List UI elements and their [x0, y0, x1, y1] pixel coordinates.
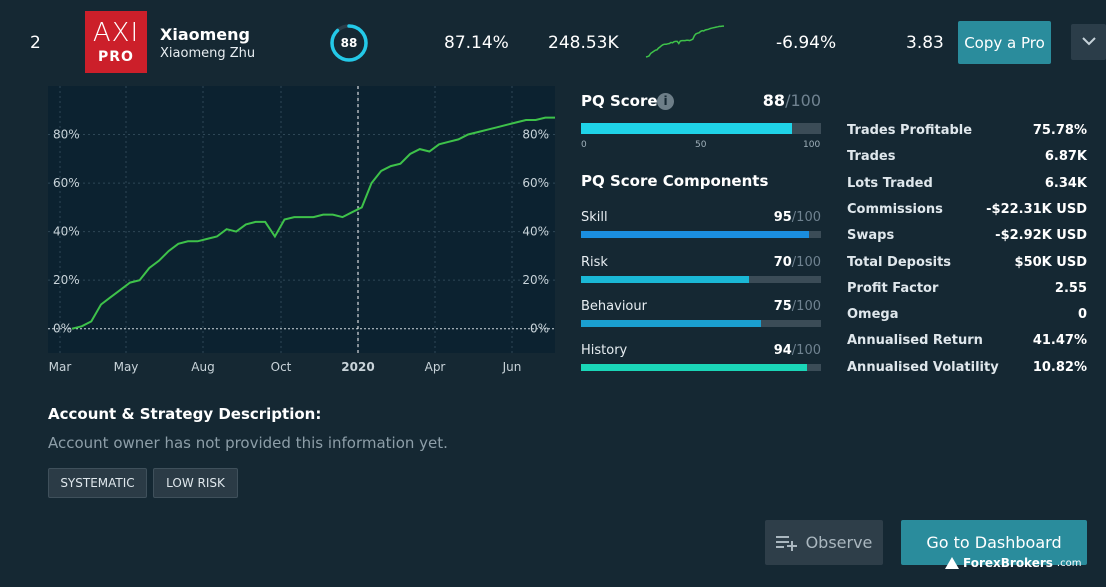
stat-value-trades: 6.87K [1044, 149, 1087, 165]
rank-number: 2 [30, 33, 41, 53]
logo-text-top: AXI [92, 17, 140, 48]
provider-full-name: Xiaomeng Zhu [160, 46, 256, 61]
y-tick-label-right: 0% [530, 322, 549, 336]
pq-score-bar [581, 123, 821, 134]
y-tick-label-left: 40% [53, 225, 80, 239]
stat-value-annualised-return: 41.47% [1032, 333, 1087, 349]
stat-label-omega: Omega [847, 307, 899, 323]
drawdown-value: -6.94% [776, 33, 837, 53]
series-line-equity [71, 116, 555, 330]
pq-tick-50: 50 [695, 140, 707, 150]
component-value-skill: 95/100 [773, 210, 821, 225]
stat-value-commissions: -$22.31K USD [986, 201, 1087, 217]
x-tick-label: Aug [191, 360, 214, 374]
stat-label-annualised-return: Annualised Return [847, 333, 983, 349]
y-tick-label-right: 80% [522, 128, 549, 142]
tag-systematic[interactable]: SYSTEMATIC [48, 468, 147, 498]
x-tick-label: Jun [502, 360, 522, 374]
expand-toggle-button[interactable] [1071, 24, 1106, 60]
stat-value-swaps: -$2.92K USD [995, 228, 1087, 244]
component-bar-fill-history [581, 364, 807, 371]
y-tick-label-left: 0% [53, 322, 72, 336]
stat-value-trades-profitable: 75.78% [1032, 123, 1087, 138]
stat-value-lots-traded: 6.34K [1044, 175, 1087, 191]
component-bar-behaviour [581, 320, 821, 327]
stat-label-trades: Trades [847, 149, 896, 165]
pq-score-value: 88/100 [762, 91, 821, 110]
chevron-down-icon [1081, 37, 1096, 46]
watermark: ForexBrokers .com [945, 556, 1081, 570]
tag-low-risk[interactable]: LOW RISK [153, 468, 238, 498]
stat-value-total-deposits: $50K USD [1014, 254, 1087, 270]
component-bar-fill-skill [581, 231, 809, 238]
description-title: Account & Strategy Description: [48, 405, 322, 423]
observe-label: Observe [805, 533, 873, 552]
y-tick-label-right: 20% [522, 273, 549, 287]
component-bar-fill-risk [581, 276, 749, 283]
x-tick-label: Oct [271, 360, 292, 374]
pq-tick-100: 100 [803, 140, 821, 150]
provider-logo: AXI PRO [85, 11, 147, 73]
stat-value-profit-factor: 2.55 [1054, 280, 1087, 296]
stat-label-trades-profitable: Trades Profitable [847, 123, 973, 138]
add-to-list-icon [775, 535, 797, 551]
observe-button[interactable]: Observe [765, 520, 883, 565]
x-tick-label: 2020 [341, 360, 374, 374]
component-label-risk: Risk [581, 255, 608, 270]
go-to-dashboard-button[interactable]: Go to Dashboard [901, 520, 1087, 565]
component-label-skill: Skill [581, 210, 608, 225]
component-value-behaviour: 75/100 [773, 299, 821, 314]
stat-label-swaps: Swaps [847, 228, 895, 244]
score-ring-value: 88 [340, 36, 358, 50]
score-ring [330, 24, 368, 62]
provider-username[interactable]: Xiaomeng [160, 25, 250, 44]
chart-plot-area [48, 86, 555, 353]
y-tick-label-right: 60% [522, 176, 549, 190]
x-tick-label: Apr [425, 360, 446, 374]
pq-tick-0: 0 [581, 140, 587, 150]
component-bar-risk [581, 276, 821, 283]
component-value-risk: 70/100 [773, 255, 821, 270]
stat-label-total-deposits: Total Deposits [847, 254, 952, 270]
y-tick-label-right: 40% [522, 225, 549, 239]
watermark-suffix: .com [1056, 557, 1082, 569]
info-icon[interactable]: i [657, 93, 674, 110]
followers-value: 248.53K [548, 33, 619, 53]
x-tick-label: Mar [49, 360, 72, 374]
component-bar-fill-behaviour [581, 320, 761, 327]
performance-sparkline [645, 25, 724, 58]
y-tick-label-left: 60% [53, 176, 80, 190]
component-label-behaviour: Behaviour [581, 299, 647, 314]
component-bar-skill [581, 231, 821, 238]
pq-score-bar-fill [581, 123, 793, 134]
stat-value-omega: 0 [1077, 307, 1087, 323]
component-label-history: History [581, 343, 628, 358]
component-value-history: 94/100 [773, 343, 821, 358]
description-text: Account owner has not provided this info… [48, 434, 448, 452]
stat-label-annualised-volatility: Annualised Volatility [847, 359, 999, 375]
ratio-value: 3.83 [906, 33, 944, 53]
watermark-brand: ForexBrokers [963, 556, 1053, 570]
y-tick-label-left: 80% [53, 128, 80, 142]
performance-chart: 0% 20% 40% 60% 80% 0% 20% 40% 60% 80% Mar May Aug O… [48, 86, 555, 374]
stat-label-profit-factor: Profit Factor [847, 280, 939, 296]
x-tick-label: May [114, 360, 139, 374]
stat-label-commissions: Commissions [847, 201, 943, 217]
pq-components-title: PQ Score Components [581, 172, 769, 190]
y-tick-label-left: 20% [53, 273, 80, 287]
component-bar-history [581, 364, 821, 371]
brand-triangle-icon [945, 557, 959, 569]
logo-text-bottom: PRO [98, 48, 134, 65]
pq-score-title: PQ Score [581, 92, 658, 110]
gain-value: 87.14% [444, 33, 509, 53]
stat-label-lots-traded: Lots Traded [847, 175, 933, 191]
copy-a-pro-button[interactable]: Copy a Pro [958, 21, 1051, 64]
stat-value-annualised-volatility: 10.82% [1032, 359, 1087, 375]
